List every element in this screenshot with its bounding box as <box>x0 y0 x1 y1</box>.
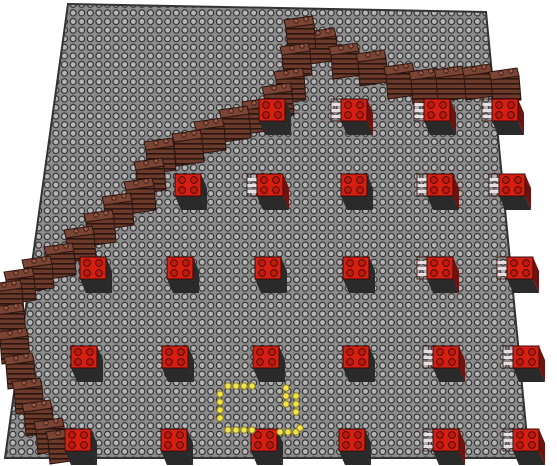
red-brick <box>481 98 524 135</box>
red-brick <box>174 173 207 210</box>
red-brick <box>338 428 371 465</box>
red-brick <box>70 345 103 382</box>
wall-brick <box>218 105 252 143</box>
wall-brick <box>328 42 362 80</box>
wall-brick <box>355 49 389 87</box>
red-brick <box>258 98 291 135</box>
red-brick <box>502 428 545 465</box>
red-brick <box>246 173 289 210</box>
brown-wall <box>0 15 522 465</box>
yellow-marker <box>216 382 304 436</box>
red-brick <box>252 345 285 382</box>
wall-brick <box>171 129 205 167</box>
red-brick <box>250 428 283 465</box>
red-brick <box>79 256 112 293</box>
red-brick <box>416 256 459 293</box>
red-brick <box>340 173 373 210</box>
red-brick <box>502 345 545 382</box>
red-brick <box>413 98 456 135</box>
red-brick <box>254 256 287 293</box>
red-brick <box>161 345 194 382</box>
red-brick <box>342 256 375 293</box>
wall-brick <box>383 62 417 100</box>
wall-brick <box>461 63 495 101</box>
red-brick <box>416 173 459 210</box>
red-brick <box>496 256 539 293</box>
red-brick <box>488 173 531 210</box>
red-brick <box>422 345 465 382</box>
red-brick <box>330 98 373 135</box>
wall-brick <box>408 67 442 105</box>
wall-brick <box>193 117 227 155</box>
red-brick-grid <box>64 98 545 465</box>
wall-brick <box>433 65 467 103</box>
wall-brick <box>43 242 77 280</box>
red-brick <box>422 428 465 465</box>
wall-brick <box>488 67 522 105</box>
red-brick <box>342 345 375 382</box>
red-brick <box>166 256 199 293</box>
red-brick <box>64 428 97 465</box>
red-brick <box>160 428 193 465</box>
